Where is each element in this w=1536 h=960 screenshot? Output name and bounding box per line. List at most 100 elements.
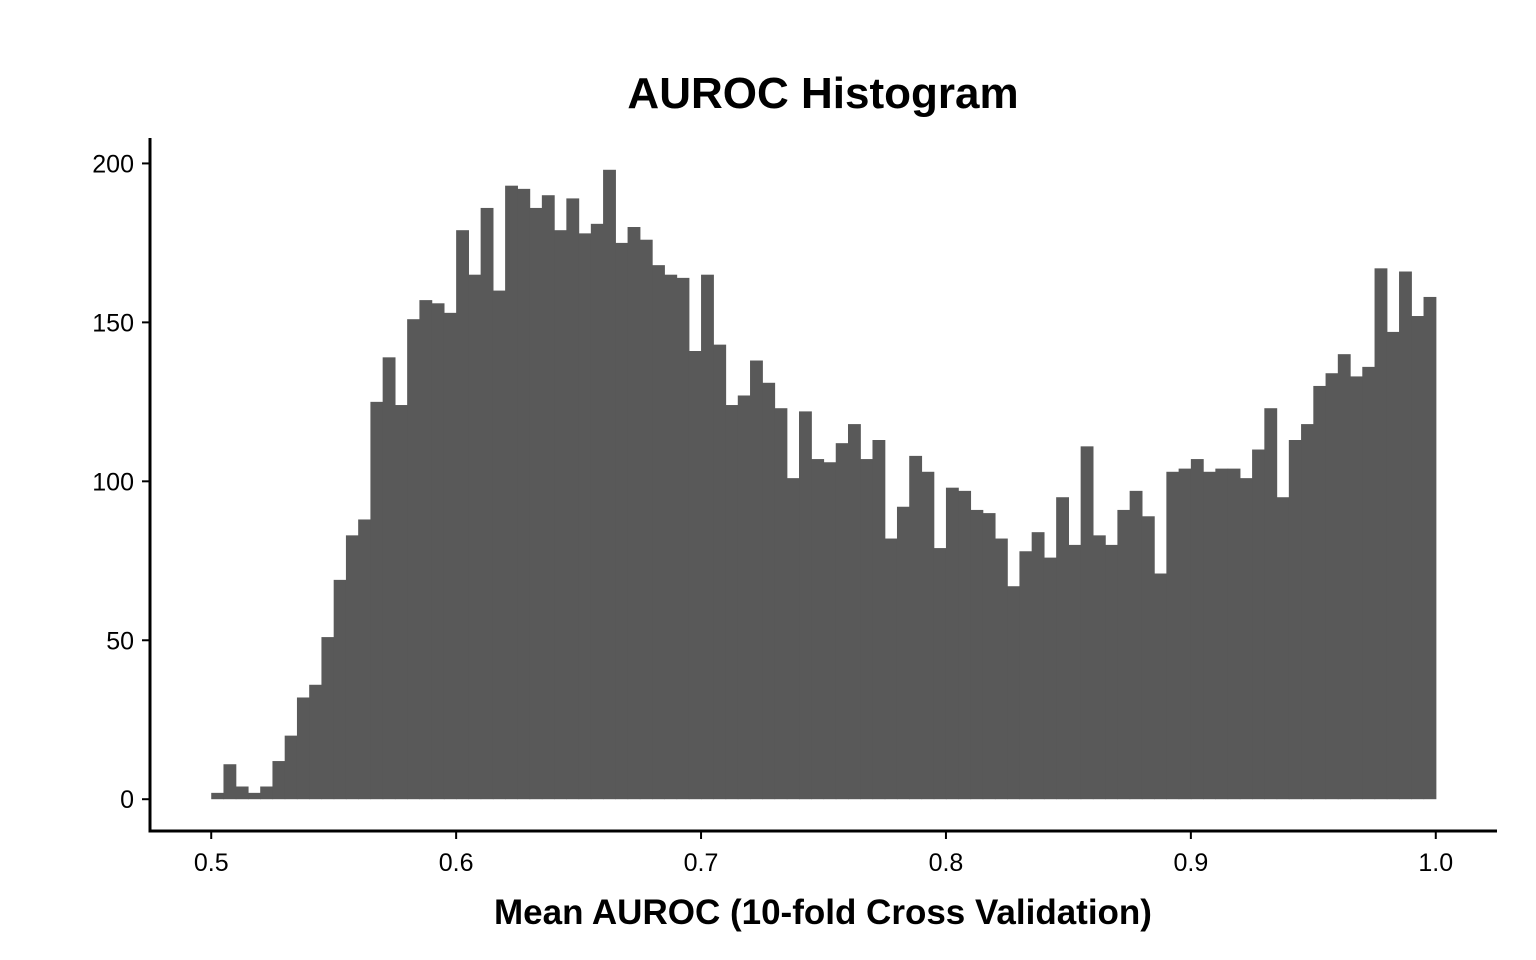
- histogram-bar: [1043, 557, 1057, 800]
- histogram-bar: [456, 230, 469, 800]
- histogram-bar: [382, 357, 396, 800]
- histogram-bar: [639, 239, 653, 800]
- histogram-bar: [394, 405, 408, 800]
- y-tick-label: 200: [92, 150, 134, 178]
- histogram-bar: [223, 764, 237, 800]
- histogram-bar: [541, 195, 555, 800]
- x-axis-label: Mean AUROC (10-fold Cross Validation): [494, 893, 1152, 932]
- histogram-bar: [529, 207, 543, 800]
- histogram-bar: [921, 471, 935, 800]
- histogram-bar: [688, 350, 702, 800]
- histogram-bar: [676, 277, 690, 800]
- histogram-bar: [1129, 490, 1143, 800]
- histogram-bar: [1031, 532, 1045, 800]
- x-tick-label: 0.9: [1173, 849, 1208, 877]
- histogram-bar: [590, 223, 604, 800]
- histogram-bar: [896, 506, 910, 800]
- histogram-bar: [1203, 471, 1216, 800]
- histogram-bar: [603, 169, 616, 800]
- histogram-bar: [737, 395, 751, 800]
- histogram-bar: [1141, 516, 1155, 800]
- histogram-bar: [309, 684, 323, 800]
- histogram-bar: [627, 227, 641, 800]
- histogram-bar: [419, 300, 433, 800]
- histogram-bar: [1092, 535, 1106, 800]
- histogram-bar: [1411, 316, 1425, 800]
- histogram-bar: [505, 185, 518, 800]
- histogram-bar: [211, 792, 225, 800]
- histogram-bar: [1056, 497, 1070, 800]
- histogram-bar: [750, 360, 763, 800]
- histogram-bar: [835, 443, 849, 800]
- histogram-bar: [296, 697, 310, 800]
- histogram-bars: [211, 169, 1437, 800]
- histogram-bar: [358, 519, 372, 800]
- histogram-bar: [578, 233, 592, 800]
- histogram-bar: [333, 579, 347, 800]
- histogram-bar: [994, 538, 1008, 800]
- x-tick-label: 0.7: [684, 849, 719, 877]
- histogram-bar: [443, 312, 457, 800]
- histogram-bar: [1337, 354, 1351, 800]
- histogram-bar: [1301, 424, 1314, 800]
- histogram-bar: [1399, 271, 1412, 800]
- histogram-bar: [345, 535, 359, 800]
- y-tick-label: 0: [120, 786, 134, 814]
- histogram-bar: [1166, 471, 1180, 800]
- histogram-bar: [370, 401, 384, 800]
- histogram-bar: [1178, 468, 1192, 800]
- histogram-bar: [945, 487, 959, 800]
- histogram-bar: [884, 538, 898, 800]
- chart-title: AUROC Histogram: [627, 69, 1018, 118]
- histogram-bar: [799, 411, 812, 800]
- histogram-bar: [1374, 268, 1388, 800]
- histogram-bar: [566, 198, 580, 800]
- histogram-bar: [762, 382, 776, 800]
- axes: [148, 138, 1497, 833]
- histogram-bar: [1117, 509, 1131, 800]
- histogram-bar: [1313, 385, 1327, 800]
- histogram-bar: [1154, 573, 1167, 800]
- histogram-bar: [284, 735, 298, 800]
- histogram-bar: [468, 274, 482, 800]
- histogram-bar: [701, 274, 714, 800]
- histogram-bar: [321, 637, 335, 800]
- y-tick-label: 50: [106, 627, 134, 655]
- histogram-bar: [652, 265, 665, 800]
- histogram-bar: [1105, 544, 1118, 800]
- x-tick-label: 1.0: [1418, 849, 1453, 877]
- histogram-bar: [811, 459, 825, 800]
- histogram-bar: [1007, 586, 1021, 800]
- x-tick-label: 0.6: [439, 849, 474, 877]
- histogram-bar: [1239, 478, 1253, 800]
- histogram-bar: [1190, 459, 1204, 800]
- histogram-bar: [1264, 408, 1278, 800]
- histogram-bar: [431, 303, 445, 800]
- histogram-bar: [1068, 544, 1082, 800]
- x-axis-ticks: 0.5 0.6 0.7 0.8 0.9 1.0: [194, 831, 1453, 877]
- histogram-bar: [1362, 366, 1376, 800]
- histogram-bar: [982, 513, 996, 800]
- histogram-bar: [872, 440, 886, 800]
- histogram-bar: [517, 188, 531, 800]
- histogram-bar: [247, 792, 261, 800]
- histogram-bar: [235, 786, 249, 800]
- histogram-bar: [260, 786, 274, 800]
- y-axis-ticks: 0 50 100 150 200: [92, 150, 150, 814]
- histogram-bar: [860, 459, 874, 800]
- histogram-bar: [272, 761, 286, 800]
- histogram-bar: [933, 548, 947, 800]
- histogram-bar: [1276, 497, 1290, 800]
- histogram-bar: [774, 408, 788, 800]
- histogram-bar: [970, 509, 984, 800]
- histogram-bar: [1252, 449, 1265, 800]
- histogram-bar: [1019, 551, 1033, 800]
- histogram-bar: [492, 290, 506, 800]
- histogram-bar: [615, 242, 629, 800]
- histogram-bar: [1350, 376, 1363, 800]
- x-tick-label: 0.5: [194, 849, 229, 877]
- histogram-bar: [1423, 296, 1437, 800]
- histogram-bar: [480, 207, 494, 800]
- histogram-bar: [909, 455, 923, 800]
- histogram-bar: [958, 490, 972, 800]
